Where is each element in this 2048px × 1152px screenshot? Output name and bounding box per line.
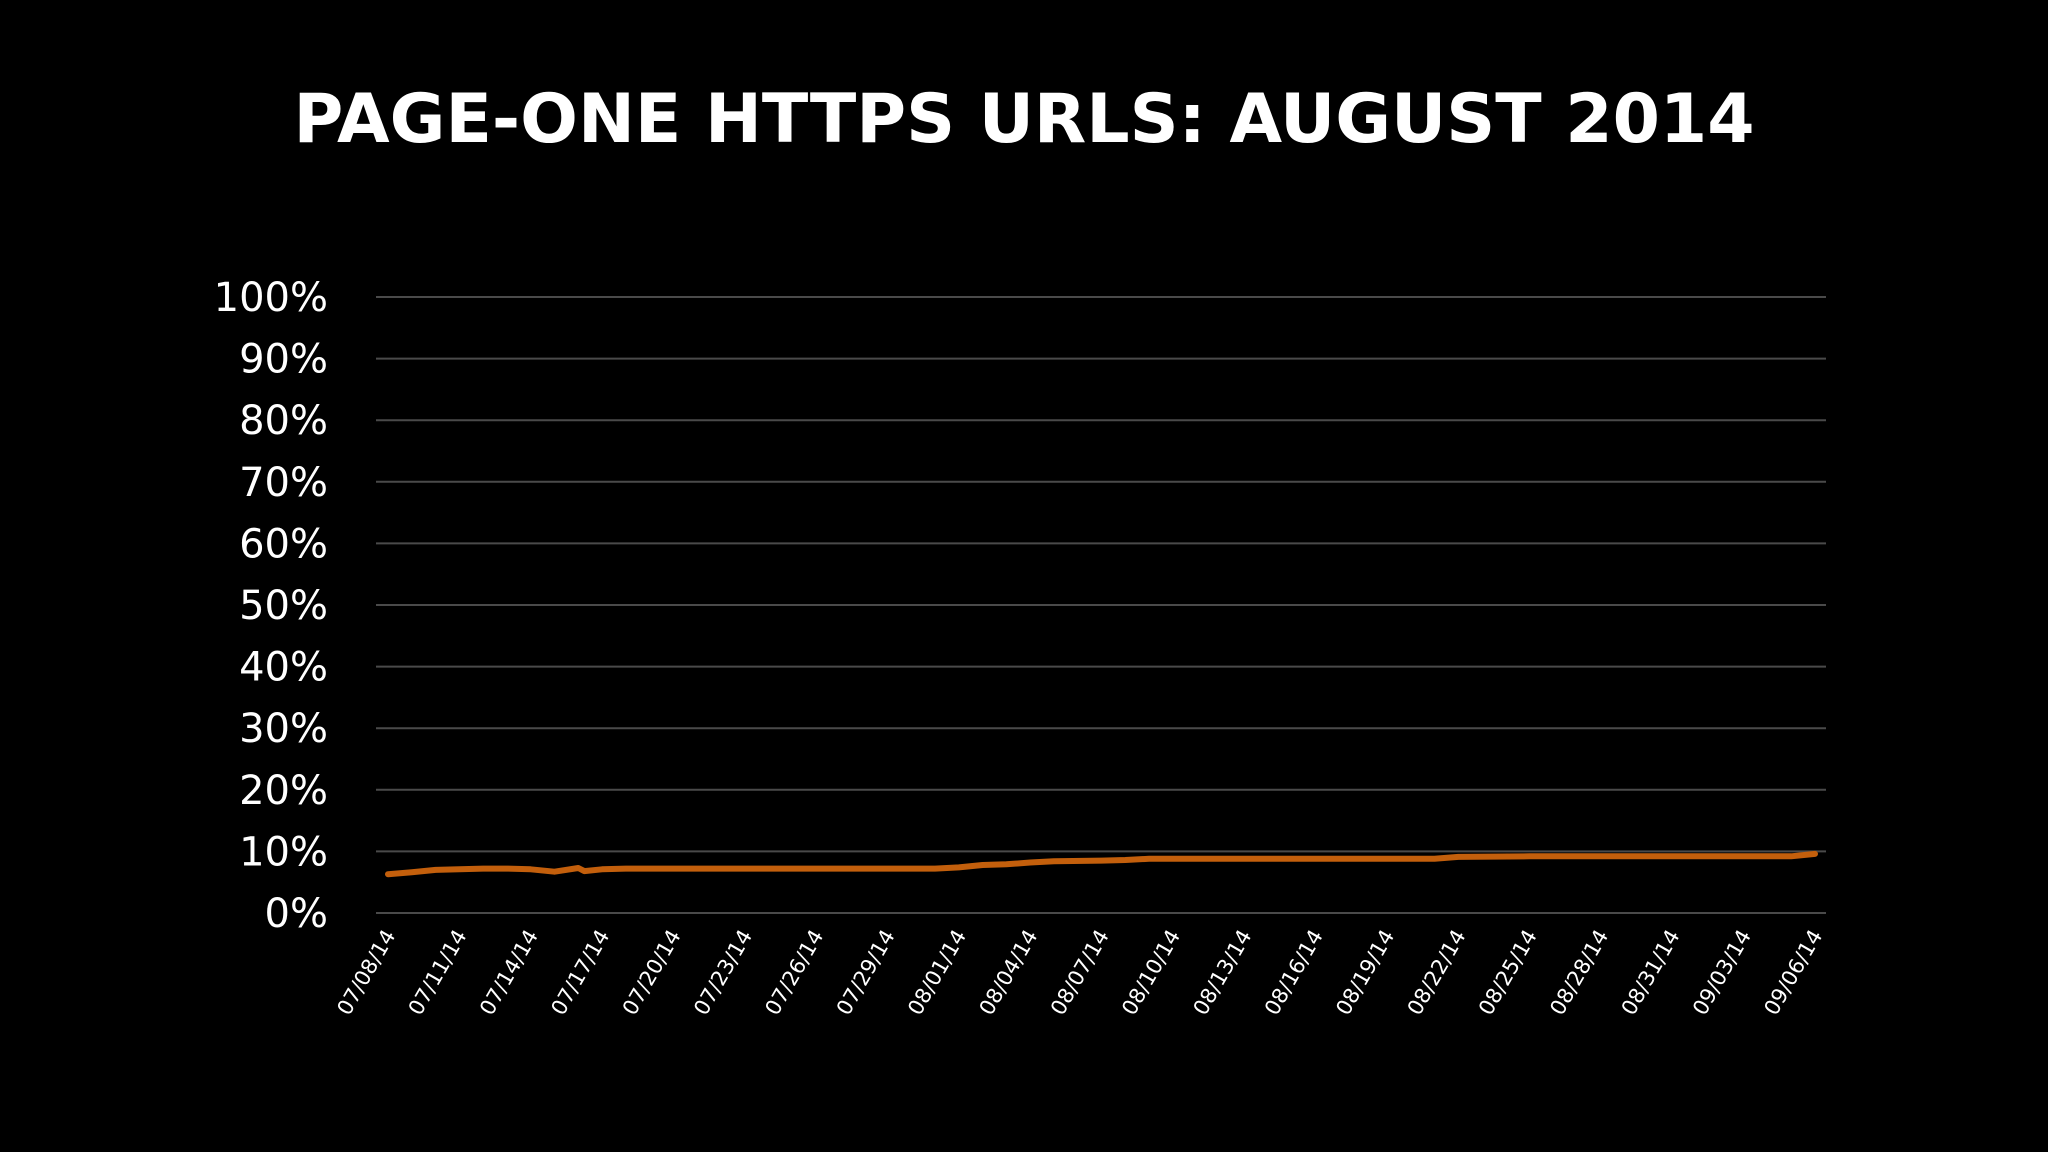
y-tick-label: 0% (265, 891, 328, 937)
x-tick-label: 07/14/14 (475, 926, 543, 1020)
x-tick-label: 08/22/14 (1403, 926, 1471, 1020)
y-tick-label: 50% (239, 583, 328, 629)
y-tick-label: 100% (214, 275, 328, 321)
y-axis-ticks: 0% 10% 20% 30% 40% 50% 60% 70% 80% 90% 100% (214, 275, 328, 937)
y-tick-label: 20% (239, 768, 328, 814)
x-tick-label: 07/23/14 (689, 926, 757, 1020)
x-tick-label: 08/28/14 (1545, 926, 1613, 1020)
x-tick-label: 07/17/14 (546, 926, 614, 1020)
x-tick-label: 07/11/14 (404, 926, 472, 1020)
y-tick-label: 60% (239, 521, 328, 567)
x-tick-label: 08/25/14 (1474, 926, 1542, 1020)
x-axis-ticks: 07/08/14 07/11/14 07/14/14 07/17/14 07/20/14… (332, 926, 1827, 1020)
y-tick-label: 90% (239, 337, 328, 383)
x-tick-label: 08/16/14 (1260, 926, 1328, 1020)
x-tick-label: 08/01/14 (903, 926, 971, 1020)
y-tick-label: 80% (239, 398, 328, 444)
y-tick-label: 30% (239, 706, 328, 752)
x-tick-label: 08/19/14 (1331, 926, 1399, 1020)
y-tick-label: 10% (239, 829, 328, 875)
series-lines (385, 850, 1818, 878)
x-tick-label: 07/29/14 (832, 926, 900, 1020)
x-tick-label: 07/26/14 (760, 926, 828, 1020)
x-tick-label: 07/08/14 (332, 926, 400, 1020)
series-line (385, 850, 1818, 878)
chart-title: PAGE-ONE HTTPS URLS: AUGUST 2014 (293, 80, 1755, 159)
gridlines (376, 296, 1826, 914)
y-tick-label: 70% (239, 460, 328, 506)
x-tick-label: 09/06/14 (1759, 926, 1827, 1020)
x-tick-label: 08/07/14 (1046, 926, 1114, 1020)
x-tick-label: 08/10/14 (1117, 926, 1185, 1020)
x-tick-label: 08/31/14 (1617, 926, 1685, 1020)
x-tick-label: 08/04/14 (975, 926, 1043, 1020)
x-tick-label: 07/20/14 (618, 926, 686, 1020)
x-tick-label: 08/13/14 (1189, 926, 1257, 1020)
y-tick-label: 40% (239, 645, 328, 691)
x-tick-label: 09/03/14 (1688, 926, 1756, 1020)
